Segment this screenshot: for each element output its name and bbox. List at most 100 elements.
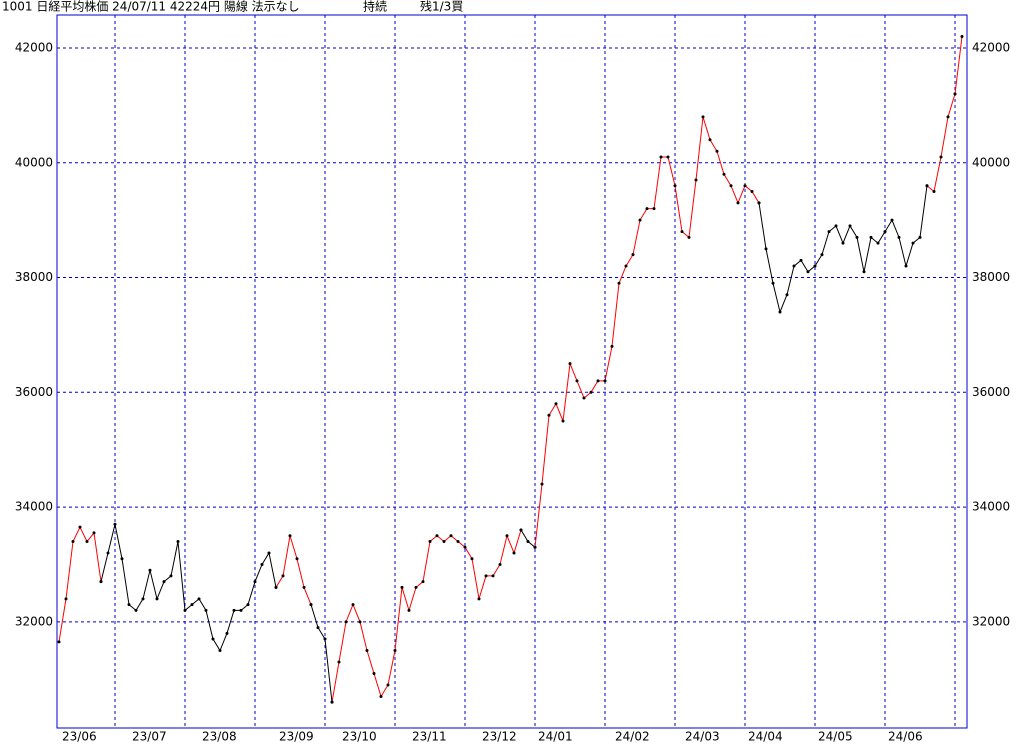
price-point bbox=[176, 540, 180, 544]
price-point bbox=[246, 603, 250, 607]
price-point bbox=[603, 379, 607, 383]
x-tick-label: 23/12 bbox=[482, 730, 517, 744]
price-point bbox=[764, 247, 768, 251]
x-tick-label: 23/06 bbox=[62, 730, 97, 744]
price-point bbox=[827, 230, 831, 234]
price-point bbox=[589, 390, 593, 394]
price-point bbox=[148, 568, 152, 572]
x-tick-label: 23/10 bbox=[342, 730, 377, 744]
note-text: 残1/3買 bbox=[420, 0, 463, 14]
price-point bbox=[316, 626, 320, 630]
y-tick-label: 38000 bbox=[15, 270, 53, 284]
price-point bbox=[645, 207, 649, 211]
price-point bbox=[729, 184, 733, 188]
price-point bbox=[771, 281, 775, 285]
price-point bbox=[813, 264, 817, 268]
price-point bbox=[540, 482, 544, 486]
price-point bbox=[106, 551, 110, 555]
price-point bbox=[428, 540, 432, 544]
price-point bbox=[519, 528, 523, 532]
x-tick-label: 24/01 bbox=[538, 730, 573, 744]
price-point bbox=[785, 293, 789, 297]
price-point bbox=[701, 115, 705, 119]
y-tick-label: 40000 bbox=[15, 155, 53, 169]
price-point bbox=[659, 155, 663, 159]
price-point bbox=[421, 580, 425, 584]
price-point bbox=[260, 562, 264, 566]
y-tick-label-right: 38000 bbox=[972, 270, 1010, 284]
price-point bbox=[323, 637, 327, 641]
plot-frame bbox=[56, 14, 968, 729]
price-point bbox=[806, 270, 810, 274]
price-point bbox=[358, 620, 362, 624]
price-point bbox=[281, 574, 285, 578]
x-tick-label: 24/03 bbox=[685, 730, 720, 744]
price-point bbox=[617, 281, 621, 285]
price-point bbox=[183, 608, 187, 612]
price-point bbox=[526, 540, 530, 544]
price-point bbox=[330, 700, 334, 704]
price-point bbox=[694, 178, 698, 182]
x-tick-label: 24/06 bbox=[888, 730, 923, 744]
price-point bbox=[743, 184, 747, 188]
x-tick-label: 24/04 bbox=[748, 730, 783, 744]
y-tick-label: 32000 bbox=[15, 614, 53, 628]
y-tick-label-right: 40000 bbox=[972, 155, 1010, 169]
price-point bbox=[470, 557, 474, 561]
price-point bbox=[862, 270, 866, 274]
price-point bbox=[169, 574, 173, 578]
price-point bbox=[232, 608, 236, 612]
price-point bbox=[673, 184, 677, 188]
price-point bbox=[883, 230, 887, 234]
price-point bbox=[155, 597, 159, 601]
price-point bbox=[918, 235, 922, 239]
price-point bbox=[911, 241, 915, 245]
price-point bbox=[197, 597, 201, 601]
x-tick-label: 23/09 bbox=[279, 730, 314, 744]
price-point bbox=[799, 258, 803, 262]
x-tick-label: 23/11 bbox=[412, 730, 447, 744]
x-tick-label: 24/05 bbox=[818, 730, 853, 744]
price-point bbox=[99, 580, 103, 584]
price-point bbox=[512, 551, 516, 555]
price-point bbox=[365, 649, 369, 653]
price-point bbox=[680, 230, 684, 234]
price-point bbox=[449, 534, 453, 538]
price-point bbox=[141, 597, 145, 601]
price-point bbox=[792, 264, 796, 268]
price-point bbox=[491, 574, 495, 578]
price-point bbox=[463, 545, 467, 549]
y-tick-label: 34000 bbox=[15, 500, 53, 514]
price-point bbox=[890, 218, 894, 222]
price-point bbox=[484, 574, 488, 578]
price-point bbox=[554, 402, 558, 406]
price-point bbox=[946, 115, 950, 119]
price-point bbox=[204, 608, 208, 612]
price-point bbox=[932, 189, 936, 193]
price-point bbox=[778, 310, 782, 314]
x-tick-label: 24/02 bbox=[615, 730, 650, 744]
price-point bbox=[120, 557, 124, 561]
price-point bbox=[85, 540, 89, 544]
price-point bbox=[134, 608, 138, 612]
price-point bbox=[274, 585, 278, 589]
price-point bbox=[841, 241, 845, 245]
price-point bbox=[218, 649, 222, 653]
price-point bbox=[498, 562, 502, 566]
price-point bbox=[568, 362, 572, 366]
y-tick-label-right: 36000 bbox=[972, 385, 1010, 399]
price-point bbox=[953, 92, 957, 96]
price-point bbox=[225, 631, 229, 635]
price-point bbox=[624, 264, 628, 268]
price-point bbox=[239, 608, 243, 612]
price-point bbox=[253, 580, 257, 584]
price-point bbox=[687, 235, 691, 239]
price-point bbox=[897, 235, 901, 239]
x-tick-label: 23/08 bbox=[202, 730, 237, 744]
price-point bbox=[190, 603, 194, 607]
price-point bbox=[435, 534, 439, 538]
price-point bbox=[876, 241, 880, 245]
price-point bbox=[736, 201, 740, 205]
